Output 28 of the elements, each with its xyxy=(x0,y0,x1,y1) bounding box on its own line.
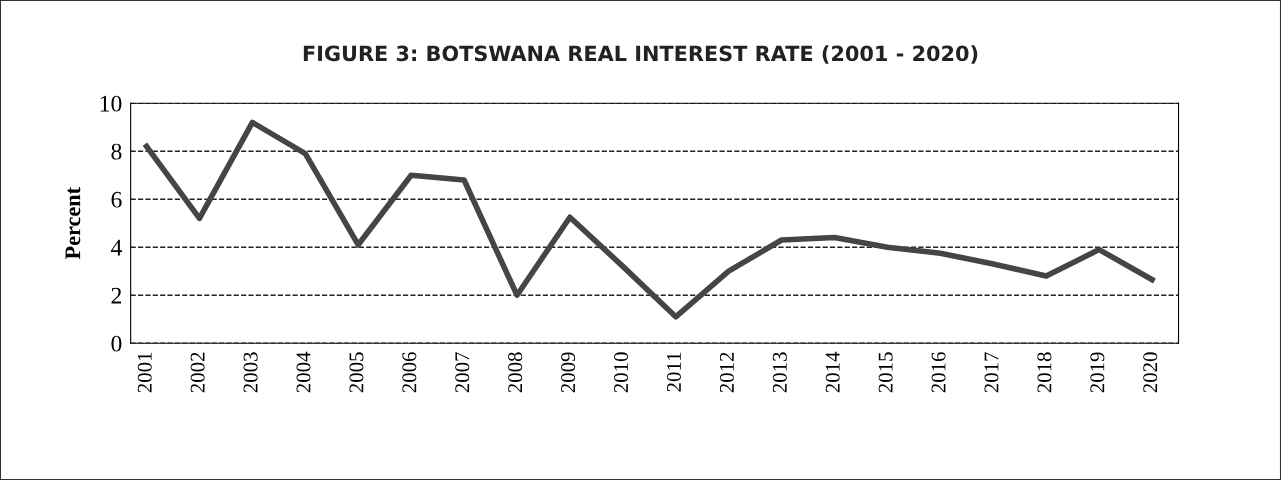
y-axis-title: Percent xyxy=(65,187,81,260)
chart-title: FIGURE 3: BOTSWANA REAL INTEREST RATE (2001 - 2020) xyxy=(303,45,978,64)
x-tick-label: 2008 xyxy=(508,352,523,393)
x-tick-label: 2006 xyxy=(402,352,417,393)
x-tick-label: 2010 xyxy=(613,352,629,393)
x-tick-label: 2007 xyxy=(455,352,470,393)
x-tick-label: 2005 xyxy=(349,352,364,393)
x-tick-label: 2016 xyxy=(931,352,946,393)
x-tick-label: 2018 xyxy=(1037,352,1052,393)
x-tick-label: 2017 xyxy=(984,352,999,393)
x-tick-label: 2002 xyxy=(190,352,205,393)
x-tick-label: 2015 xyxy=(878,352,893,393)
x-tick-label: 2019 xyxy=(1090,352,1105,393)
y-tick-label: 6 xyxy=(111,191,122,208)
x-tick-label: 2004 xyxy=(296,351,311,393)
x-tick-label: 2012 xyxy=(719,352,734,393)
y-tick-label: 0 xyxy=(111,335,122,352)
x-tick-label: 2011 xyxy=(666,352,681,392)
y-tick-label: 4 xyxy=(110,239,122,256)
x-tick-label: 2020 xyxy=(1143,352,1158,393)
x-tick-label: 2014 xyxy=(825,351,840,393)
y-tick-label: 8 xyxy=(111,143,122,160)
x-tick-label: 2001 xyxy=(137,352,152,393)
x-tick-label: 2003 xyxy=(243,352,258,393)
x-tick-label: 2009 xyxy=(561,352,576,393)
x-tick-label: 2013 xyxy=(772,352,787,393)
y-tick-label: 2 xyxy=(111,287,122,304)
y-tick-label: 10 xyxy=(100,95,122,112)
